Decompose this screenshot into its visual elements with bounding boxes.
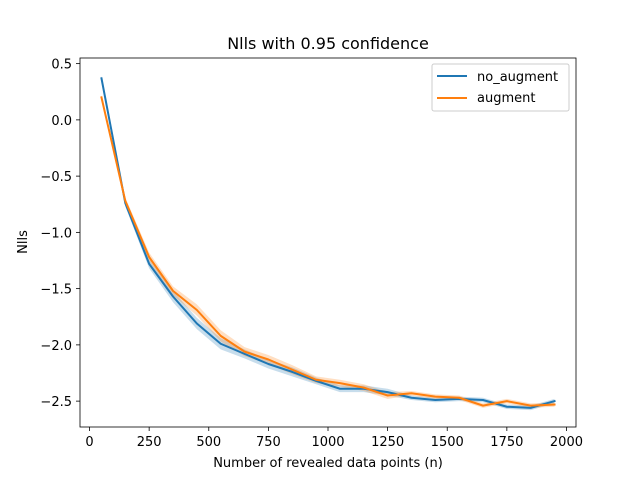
y-tick-label: −2.0 (40, 339, 72, 354)
x-tick-label: 0 (85, 435, 93, 450)
y-tick-label: −0.5 (40, 170, 72, 185)
x-tick-label: 2000 (550, 435, 583, 450)
y-axis-label: Nlls (16, 230, 31, 254)
series-line-augment (100, 96, 556, 407)
series-line-no-augment (100, 77, 556, 409)
y-axis: 0.5 0.0 −0.5 −1.0 −1.5 −2.0 −2.5 (40, 58, 80, 410)
y-tick-label: −1.5 (40, 283, 72, 298)
y-tick-label: −1.0 (40, 226, 72, 241)
x-tick-label: 750 (256, 435, 281, 450)
y-tick-label: −2.5 (40, 395, 72, 410)
legend: no_augment augment (431, 63, 570, 112)
legend-label-augment: augment (477, 91, 535, 106)
chart-title: Nlls with 0.95 confidence (227, 34, 429, 53)
x-tick-label: 500 (196, 435, 221, 450)
x-axis: 0 250 500 750 1000 1250 1500 1750 2000 (85, 427, 583, 450)
x-tick-label: 1750 (490, 435, 523, 450)
x-tick-label: 1250 (371, 435, 404, 450)
legend-label-no-augment: no_augment (477, 70, 558, 85)
x-axis-label: Number of revealed data points (n) (213, 456, 443, 471)
series-lines (100, 77, 556, 409)
y-tick-label: 0.0 (51, 114, 72, 129)
x-tick-label: 1000 (311, 435, 344, 450)
x-tick-label: 1500 (431, 435, 464, 450)
y-tick-label: 0.5 (51, 58, 72, 73)
x-tick-label: 250 (137, 435, 162, 450)
